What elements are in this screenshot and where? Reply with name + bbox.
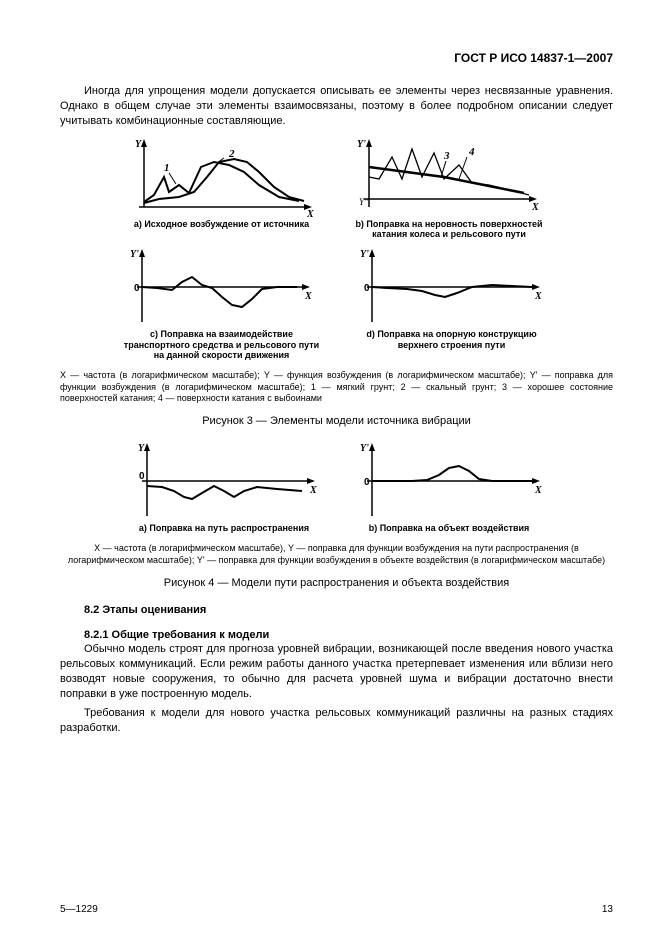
fig4b-ylabel: Y' bbox=[360, 443, 369, 454]
fig3b-chart: Y' X Y'' 3 4 bbox=[349, 137, 544, 217]
fig3-row2: Y' X 0 c) Поправка на взаимодействие тра… bbox=[60, 247, 613, 360]
section-8-2-1: 8.2.1 Общие требования к модели bbox=[60, 628, 613, 643]
fig4a-chart: Y X 0 bbox=[127, 441, 322, 521]
svg-text:1: 1 bbox=[164, 162, 170, 174]
svg-text:2: 2 bbox=[228, 148, 235, 160]
svg-text:0: 0 bbox=[139, 471, 145, 482]
fig4a-xlabel: X bbox=[309, 485, 317, 496]
page-footer: 5—1229 13 bbox=[60, 903, 613, 917]
fig3-legend: X — частота (в логарифмическом масштабе)… bbox=[60, 370, 613, 404]
doc-header: ГОСТ Р ИСО 14837-1—2007 bbox=[60, 50, 613, 66]
svg-text:Y'': Y'' bbox=[359, 197, 369, 207]
svg-text:0: 0 bbox=[364, 477, 370, 488]
fig4-row: Y X 0 a) Поправка на путь распространени… bbox=[60, 441, 613, 533]
fig4b-chart: Y' X 0 bbox=[352, 441, 547, 521]
fig3d-xlabel: X bbox=[534, 291, 542, 302]
para-1: Обычно модель строят для прогноза уровне… bbox=[60, 642, 613, 701]
fig3c-xlabel: X bbox=[304, 291, 312, 302]
fig3a-caption: a) Исходное возбуждение от источника bbox=[124, 219, 319, 229]
fig4-panel-a: Y X 0 a) Поправка на путь распространени… bbox=[127, 441, 322, 533]
page: ГОСТ Р ИСО 14837-1—2007 Иногда для упрощ… bbox=[0, 0, 661, 936]
fig3c-ylabel: Y' bbox=[130, 249, 139, 260]
fig3-title: Рисунок 3 — Элементы модели источника ви… bbox=[60, 414, 613, 429]
fig4a-caption: a) Поправка на путь распространения bbox=[127, 523, 322, 533]
fig4b-xlabel: X bbox=[534, 485, 542, 496]
svg-text:0: 0 bbox=[364, 283, 370, 294]
fig3-panel-b: Y' X Y'' 3 4 b) Поправка на неровность п… bbox=[349, 137, 549, 240]
fig4-title: Рисунок 4 — Модели пути распространения … bbox=[60, 576, 613, 591]
fig4b-caption: b) Поправка на объект воздействия bbox=[352, 523, 547, 533]
para-2: Требования к модели для нового участка р… bbox=[60, 706, 613, 736]
fig3c-caption: c) Поправка на взаимодействие транспортн… bbox=[122, 329, 322, 360]
fig4a-ylabel: Y bbox=[138, 443, 145, 454]
page-number: 13 bbox=[602, 903, 613, 917]
fig3a-chart: Y X 1 2 bbox=[124, 137, 319, 217]
fig3d-chart: Y' X 0 bbox=[352, 247, 547, 327]
fig3d-ylabel: Y' bbox=[360, 249, 369, 260]
fig3b-ylabel: Y' bbox=[357, 139, 366, 150]
fig3-panel-c: Y' X 0 c) Поправка на взаимодействие тра… bbox=[122, 247, 322, 360]
fig3-panel-a: Y X 1 2 a) Исходное возбуждение от источ… bbox=[124, 137, 319, 240]
svg-text:0: 0 bbox=[134, 283, 140, 294]
svg-text:3: 3 bbox=[443, 150, 450, 162]
fig4-legend: X — частота (в логарифмическом масштабе)… bbox=[60, 543, 613, 566]
fig3a-xlabel: X bbox=[306, 209, 314, 217]
svg-text:4: 4 bbox=[468, 146, 475, 158]
fig3-row1: Y X 1 2 a) Исходное возбуждение от источ… bbox=[60, 137, 613, 240]
footer-left: 5—1229 bbox=[60, 903, 98, 917]
intro-paragraph: Иногда для упрощения модели допускается … bbox=[60, 84, 613, 129]
fig3b-caption: b) Поправка на неровность поверхностей к… bbox=[349, 219, 549, 240]
fig4-panel-b: Y' X 0 b) Поправка на объект воздействия bbox=[352, 441, 547, 533]
fig3b-xlabel: X bbox=[531, 202, 539, 213]
fig3-panel-d: Y' X 0 d) Поправка на опорную конструкци… bbox=[352, 247, 552, 360]
fig3a-ylabel: Y bbox=[135, 139, 142, 150]
fig3c-chart: Y' X 0 bbox=[122, 247, 317, 327]
section-8-2: 8.2 Этапы оценивания bbox=[60, 603, 613, 618]
fig3d-caption: d) Поправка на опорную конструкцию верхн… bbox=[352, 329, 552, 350]
